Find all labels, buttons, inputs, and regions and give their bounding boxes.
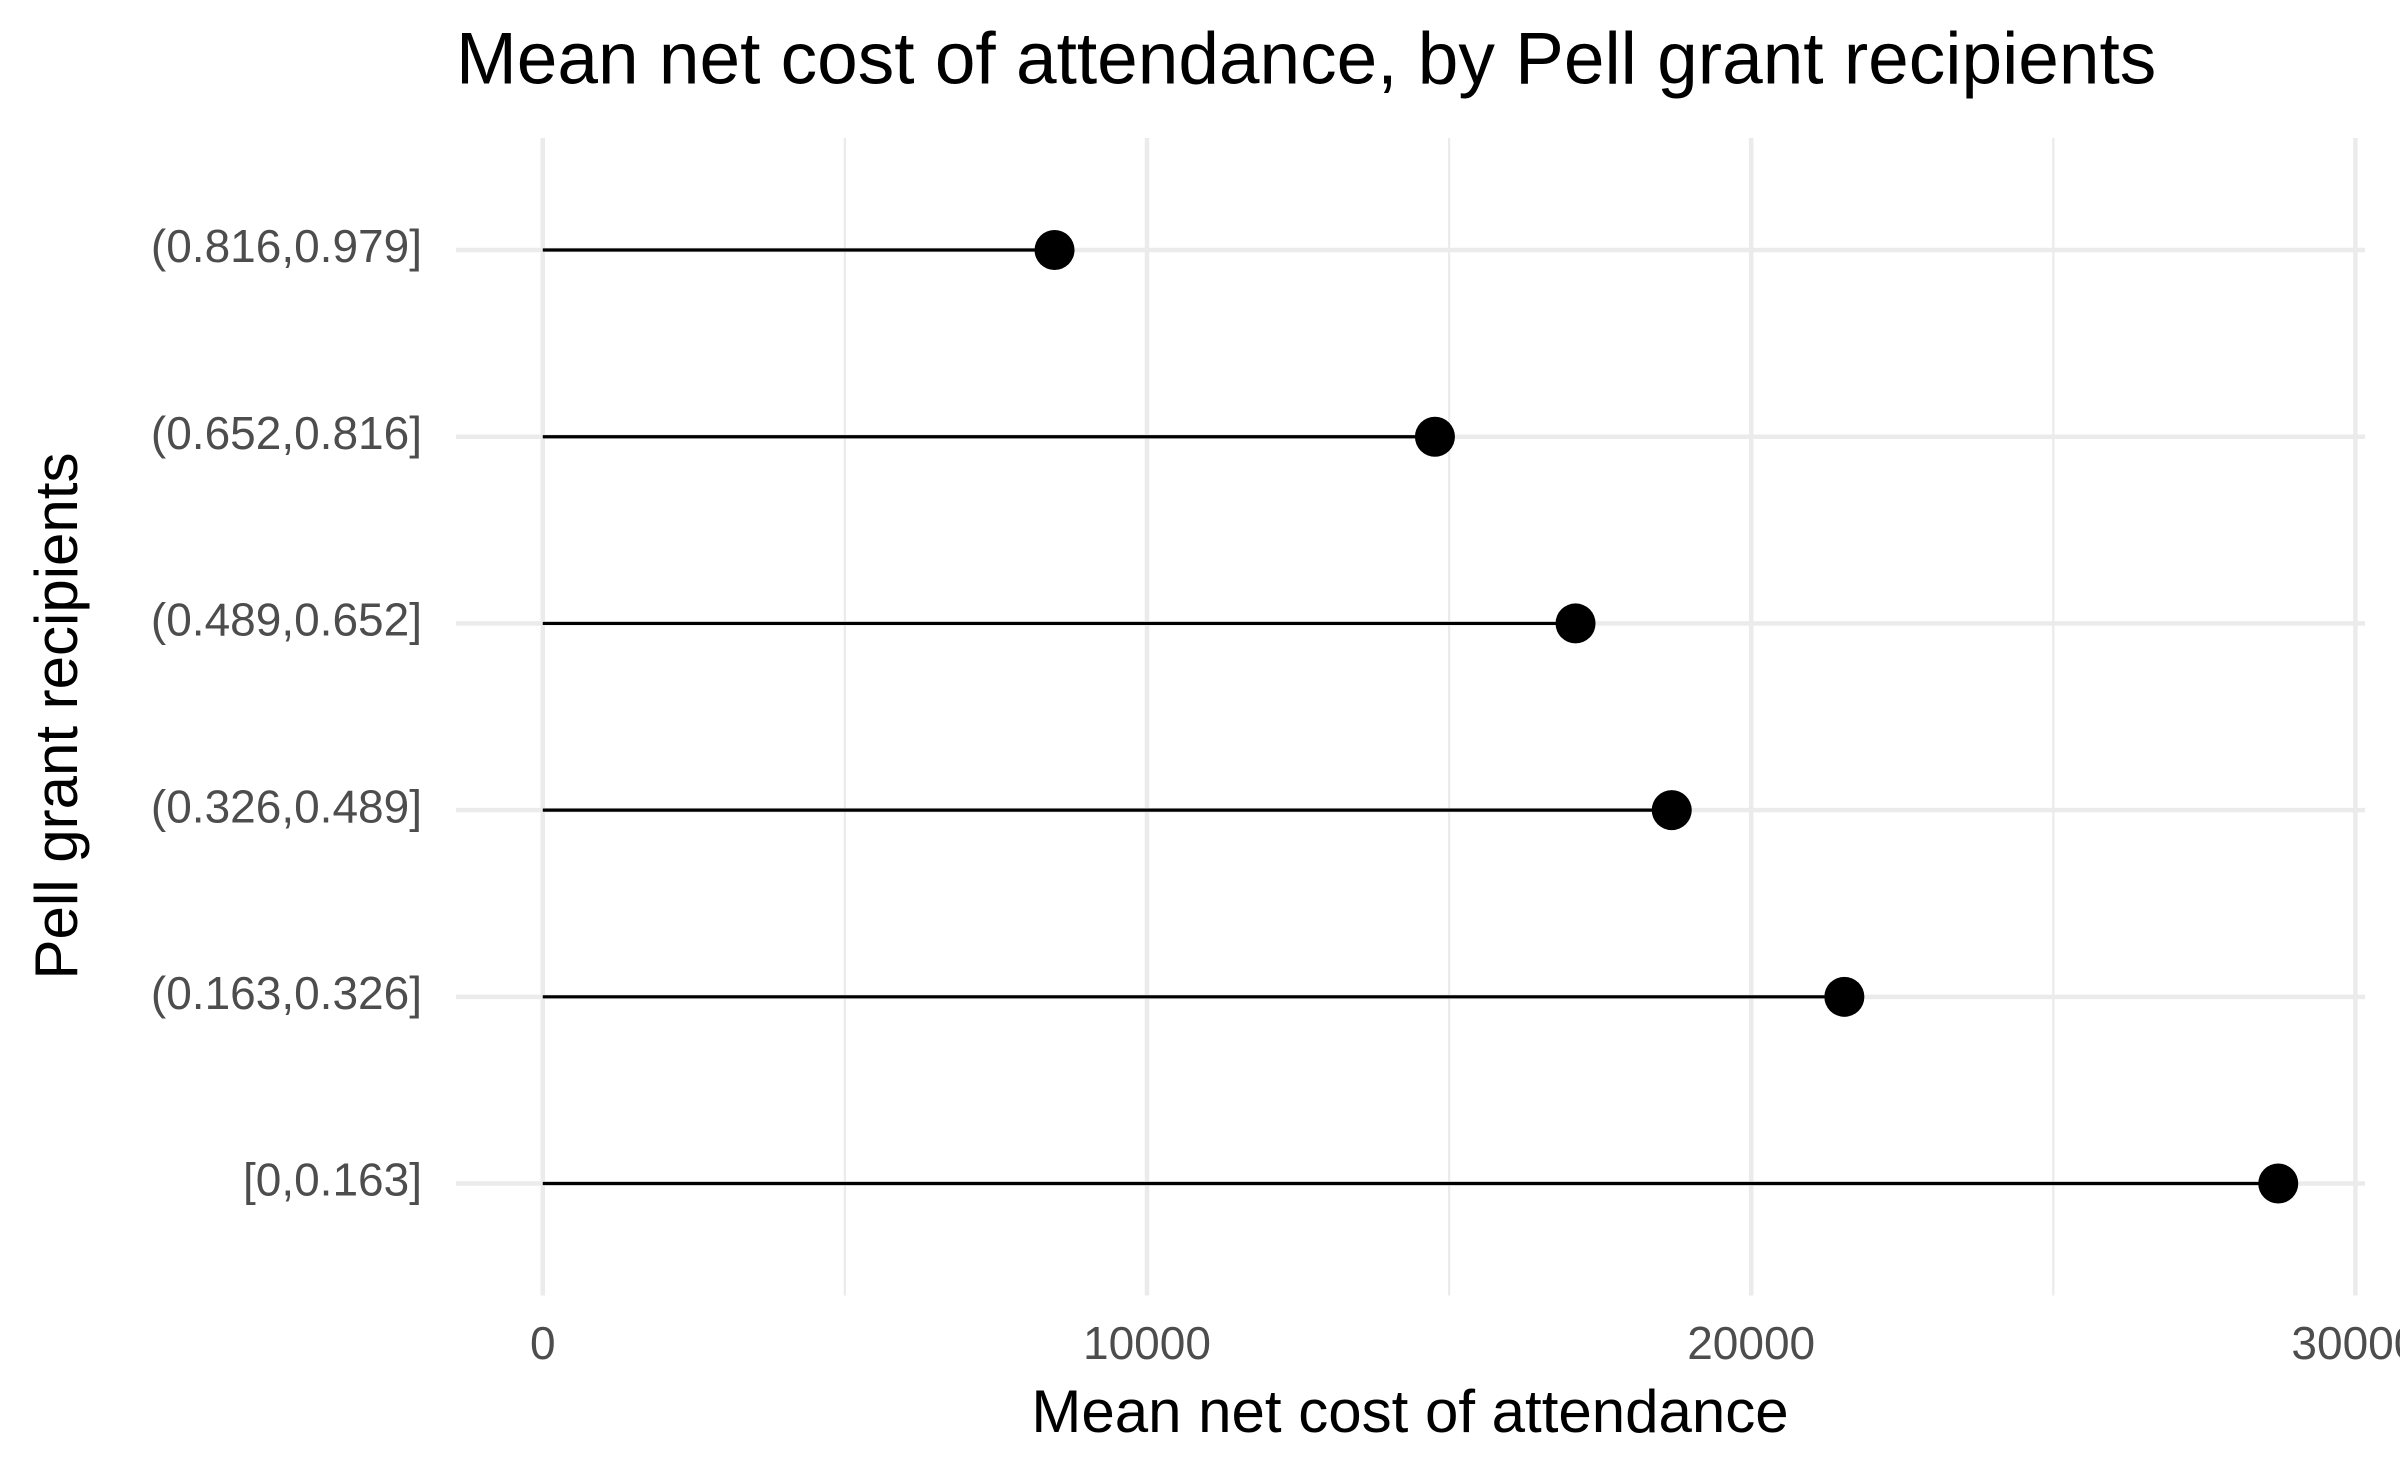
chart-title: Mean net cost of attendance, by Pell gra… [456,18,2156,99]
dot [1034,230,1075,271]
y-tick-label: (0.163,0.326] [151,967,422,1019]
dot [1555,603,1596,644]
dot [2258,1163,2299,1204]
x-tick-label: 30000 [2291,1317,2400,1369]
y-tick-label: (0.816,0.979] [151,220,422,272]
x-tick-label: 20000 [1687,1317,1815,1369]
y-tick-label: (0.489,0.652] [151,594,422,646]
dot [1824,976,1865,1017]
y-tick-label: [0,0.163] [243,1154,422,1206]
y-tick-label: (0.652,0.816] [151,407,422,459]
x-axis-title: Mean net cost of attendance [1031,1378,1788,1445]
y-tick-label: (0.326,0.489] [151,780,422,832]
x-tick-label: 0 [530,1317,556,1369]
x-tick-label: 10000 [1083,1317,1211,1369]
dot [1414,416,1455,457]
y-axis-title: Pell grant recipients [23,453,90,980]
dot [1651,790,1692,831]
